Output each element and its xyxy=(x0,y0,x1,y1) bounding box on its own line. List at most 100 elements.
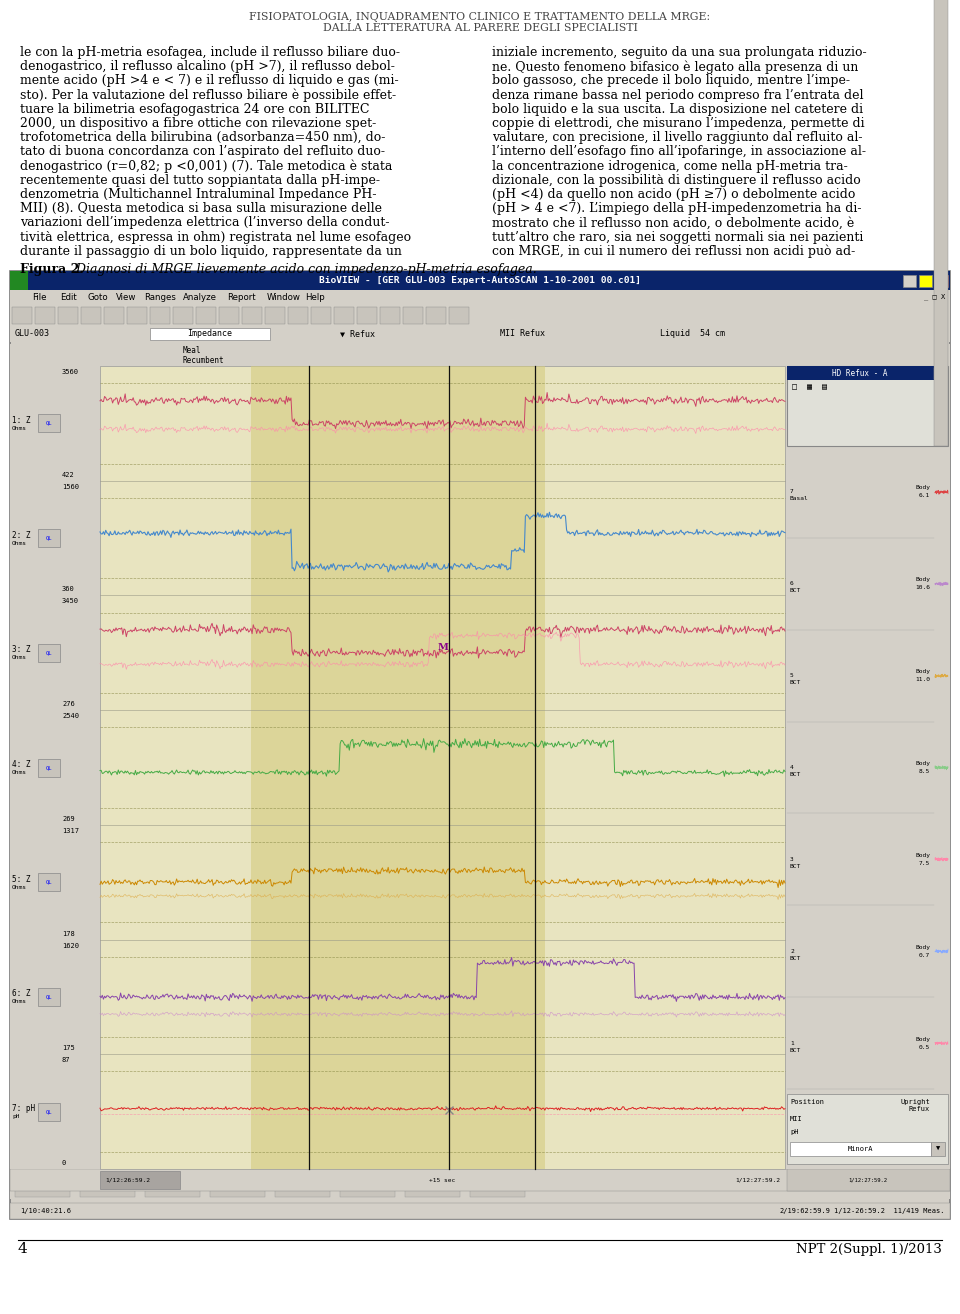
Text: Help: Help xyxy=(305,293,325,301)
Text: View: View xyxy=(116,293,136,301)
Bar xyxy=(334,307,354,325)
Text: _ □ X: _ □ X xyxy=(924,294,945,301)
Text: 1: Z: 1: Z xyxy=(12,415,31,424)
Text: Body: Body xyxy=(915,577,930,582)
Text: □  ▦  ▤: □ ▦ ▤ xyxy=(792,382,827,392)
Text: File: File xyxy=(32,293,46,301)
Text: Body: Body xyxy=(915,1037,930,1042)
Bar xyxy=(311,307,331,325)
Text: Figura 2.: Figura 2. xyxy=(20,263,84,276)
Text: 2: Z: 2: Z xyxy=(12,531,31,540)
Bar xyxy=(58,307,78,325)
Text: 3: Z: 3: Z xyxy=(12,645,31,654)
Text: 1: 1 xyxy=(790,1041,794,1046)
Bar xyxy=(10,271,950,1219)
Text: 6: Z: 6: Z xyxy=(12,989,31,999)
Text: Analyze: Analyze xyxy=(183,293,217,301)
Bar xyxy=(210,1183,265,1197)
Bar xyxy=(81,307,101,325)
Text: QL: QL xyxy=(46,536,52,540)
Text: 6: 6 xyxy=(790,581,794,586)
Text: Ohms: Ohms xyxy=(12,1000,27,1004)
Bar xyxy=(931,1142,945,1156)
Text: 269: 269 xyxy=(62,816,75,821)
Text: 0.5: 0.5 xyxy=(919,1045,930,1050)
Text: 5: Z: 5: Z xyxy=(12,875,31,884)
Text: 2540: 2540 xyxy=(62,714,79,719)
Bar xyxy=(787,367,948,380)
Text: M: M xyxy=(437,643,448,652)
Text: mostrato che il reflusso non acido, o debolmente acido, è: mostrato che il reflusso non acido, o de… xyxy=(492,217,854,230)
Text: QL: QL xyxy=(46,995,52,1000)
Text: QL: QL xyxy=(46,879,52,884)
Bar xyxy=(903,275,916,286)
Bar xyxy=(150,307,170,325)
Text: BCT: BCT xyxy=(790,589,802,594)
Text: la concentrazione idrogenica, come nella pH-metria tra-: la concentrazione idrogenica, come nella… xyxy=(492,159,848,172)
Text: 7: pH: 7: pH xyxy=(12,1104,36,1113)
Bar xyxy=(80,1183,135,1197)
Text: +15 sec: +15 sec xyxy=(429,1177,456,1183)
Text: 4: 4 xyxy=(18,1242,28,1256)
Text: 7: 7 xyxy=(790,489,794,494)
Text: 1/12:26:59.2: 1/12:26:59.2 xyxy=(105,1177,150,1183)
Text: con MRGE, in cui il numero dei reflussi non acidi può ad-: con MRGE, in cui il numero dei reflussi … xyxy=(492,244,855,259)
Text: QL: QL xyxy=(46,765,52,770)
Bar xyxy=(150,328,270,340)
Text: l’interno dell’esofago fino all’ipofaringe, in associazione al-: l’interno dell’esofago fino all’ipofarin… xyxy=(492,146,866,159)
Bar xyxy=(100,1171,180,1189)
Text: 8.5: 8.5 xyxy=(919,769,930,774)
Text: Impedance: Impedance xyxy=(187,330,232,339)
Text: Basal: Basal xyxy=(790,497,808,502)
Text: tuare la bilimetria esofagogastrica 24 ore con BILITEC: tuare la bilimetria esofagogastrica 24 o… xyxy=(20,102,370,116)
Text: durante il passaggio di un bolo liquido, rappresentate da un: durante il passaggio di un bolo liquido,… xyxy=(20,244,402,258)
Text: 87: 87 xyxy=(62,1058,70,1063)
Bar xyxy=(934,368,946,378)
Text: 3: 3 xyxy=(790,857,794,862)
Text: 1620: 1620 xyxy=(62,942,79,949)
Text: Body: Body xyxy=(915,853,930,858)
Text: 1/10:40:21.6: 1/10:40:21.6 xyxy=(20,1208,71,1214)
Text: Body: Body xyxy=(915,761,930,766)
Bar xyxy=(38,988,60,1007)
Text: 6.1: 6.1 xyxy=(919,494,930,498)
Bar xyxy=(10,326,950,342)
Bar xyxy=(196,307,216,325)
Text: iniziale incremento, seguito da una sua prolungata riduzio-: iniziale incremento, seguito da una sua … xyxy=(492,46,867,59)
Bar xyxy=(790,1142,931,1156)
Bar xyxy=(127,307,147,325)
Text: denogastrico, il reflusso alcalino (pH >7), il reflusso debol-: denogastrico, il reflusso alcalino (pH >… xyxy=(20,60,395,74)
Bar xyxy=(380,307,400,325)
Bar xyxy=(470,1183,525,1197)
Text: Position: Position xyxy=(790,1099,824,1105)
Bar xyxy=(10,1204,950,1219)
Bar xyxy=(10,271,28,290)
Text: QL: QL xyxy=(46,650,52,656)
Text: BCT: BCT xyxy=(790,681,802,685)
Text: BioVIEW - [GER GLU-003 Expert-AutoSCAN 1-10-2001 00.c01]: BioVIEW - [GER GLU-003 Expert-AutoSCAN 1… xyxy=(319,276,641,285)
Text: GLU-003: GLU-003 xyxy=(15,330,50,339)
Text: 1/12-26:59.2  11/419 Meas.: 1/12-26:59.2 11/419 Meas. xyxy=(834,1208,945,1214)
Bar xyxy=(403,307,423,325)
Bar xyxy=(787,1169,950,1190)
Bar xyxy=(100,367,785,1169)
Bar xyxy=(10,1169,950,1190)
Text: coppie di elettrodi, che misurano l’impedenza, permette di: coppie di elettrodi, che misurano l’impe… xyxy=(492,117,865,130)
Bar xyxy=(405,1183,460,1197)
Bar xyxy=(265,307,285,325)
Text: Ohms: Ohms xyxy=(12,540,27,545)
Bar xyxy=(15,1183,70,1197)
Text: pH: pH xyxy=(12,1114,19,1120)
Text: 1/12:27:59.2: 1/12:27:59.2 xyxy=(848,1177,887,1183)
Text: tività elettrica, espressa in ohm) registrata nel lume esofageo: tività elettrica, espressa in ohm) regis… xyxy=(20,230,411,243)
Text: Ohms: Ohms xyxy=(12,656,27,661)
Text: ▼: ▼ xyxy=(936,1146,940,1152)
Text: Body: Body xyxy=(915,945,930,950)
Text: Body: Body xyxy=(915,485,930,490)
Text: 3450: 3450 xyxy=(62,598,79,604)
Text: sto). Per la valutazione del reflusso biliare è possibile effet-: sto). Per la valutazione del reflusso bi… xyxy=(20,88,396,102)
Text: 0.7: 0.7 xyxy=(919,953,930,958)
Text: BCT: BCT xyxy=(790,1047,802,1053)
Text: 175: 175 xyxy=(62,1045,75,1051)
Text: Ohms: Ohms xyxy=(12,884,27,890)
